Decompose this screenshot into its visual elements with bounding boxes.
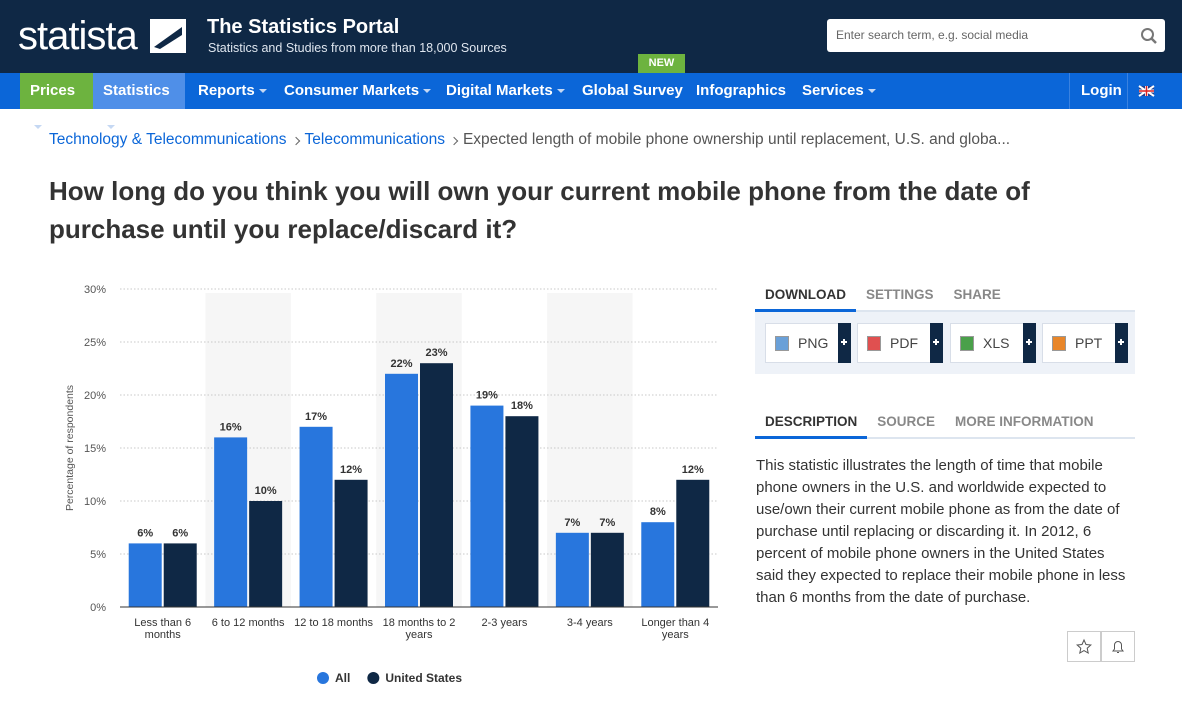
y-axis-label: Percentage of respondents bbox=[64, 385, 76, 511]
search-icon[interactable] bbox=[1140, 27, 1158, 45]
legend-marker bbox=[367, 672, 380, 684]
x-tick-label: Less than 6 months bbox=[134, 617, 192, 641]
nav-item[interactable]: Statistics bbox=[93, 73, 185, 109]
x-tick-label: 3-4 years bbox=[566, 617, 613, 629]
bar bbox=[555, 532, 589, 607]
nav-bar: Prices Statistics Reports Consumer Marke… bbox=[0, 73, 1182, 109]
value-label: 22% bbox=[390, 358, 412, 370]
x-tick-label: 12 to 18 months bbox=[294, 617, 373, 629]
download-label: PNG bbox=[798, 335, 829, 351]
bookmark-button[interactable] bbox=[1067, 631, 1101, 662]
download-button[interactable]: PDF bbox=[857, 323, 943, 363]
legend: All United States bbox=[317, 671, 462, 685]
y-tick-label: 0% bbox=[90, 602, 106, 614]
breadcrumb-link[interactable]: Telecommunications bbox=[304, 131, 445, 148]
download-label: PDF bbox=[890, 335, 918, 351]
x-tick-label: 6 to 12 months bbox=[211, 617, 285, 629]
download-box: PNG PDF XLS PPT bbox=[755, 312, 1135, 374]
logo[interactable]: statista bbox=[18, 14, 138, 58]
value-label: 6% bbox=[172, 527, 188, 539]
nav-item[interactable]: Global Survey bbox=[582, 82, 683, 99]
portal-title: The Statistics Portal bbox=[207, 16, 400, 38]
value-label: 6% bbox=[137, 527, 153, 539]
download-button[interactable]: PPT bbox=[1042, 323, 1128, 363]
chart: 0% 5% 10% 15% 20% 25% 30% Percentage of respond… bbox=[64, 284, 718, 685]
tab[interactable]: DESCRIPTION bbox=[755, 407, 868, 439]
search-box[interactable]: Enter search term, e.g. social media bbox=[827, 19, 1165, 52]
bar bbox=[334, 479, 368, 607]
description: This statistic illustrates the length of… bbox=[756, 457, 1126, 606]
bar bbox=[676, 479, 710, 607]
new-badge: NEW bbox=[638, 54, 685, 73]
login[interactable]: Login bbox=[1069, 73, 1133, 109]
alert-button[interactable] bbox=[1101, 631, 1135, 662]
value-label: 8% bbox=[650, 506, 666, 518]
bar bbox=[420, 363, 453, 607]
nav-item[interactable]: Services bbox=[792, 73, 886, 109]
bar bbox=[249, 501, 283, 607]
value-label: 10% bbox=[255, 485, 277, 497]
legend-marker bbox=[317, 672, 329, 684]
nav-item[interactable]: Infographics bbox=[696, 82, 787, 99]
y-tick-label: 20% bbox=[84, 390, 106, 402]
tab[interactable]: SETTINGS bbox=[866, 287, 934, 302]
info-tabs: DESCRIPTION SOURCE MORE INFORMATION bbox=[755, 407, 1135, 439]
download-button[interactable]: PNG bbox=[765, 323, 851, 363]
breadcrumb-link[interactable]: Technology & Telecommunications bbox=[49, 131, 287, 148]
x-tick-label: 2-3 years bbox=[481, 617, 528, 629]
value-label: 23% bbox=[425, 347, 447, 359]
search-placeholder: Enter search term, e.g. social media bbox=[836, 28, 1029, 42]
bar bbox=[385, 373, 418, 607]
y-tick-label: 5% bbox=[90, 549, 106, 561]
legend-label: United States bbox=[385, 671, 462, 685]
nav-item[interactable]: Digital Markets bbox=[436, 73, 575, 109]
bar bbox=[590, 532, 624, 607]
bar bbox=[128, 543, 162, 607]
bar bbox=[641, 522, 675, 607]
y-tick-label: 25% bbox=[84, 337, 106, 349]
value-label: 12% bbox=[682, 464, 704, 476]
bar bbox=[214, 437, 248, 607]
tab[interactable]: SOURCE bbox=[877, 414, 936, 429]
value-label: 17% bbox=[305, 411, 327, 423]
value-label: 12% bbox=[340, 464, 362, 476]
value-label: 7% bbox=[564, 517, 580, 529]
value-label: 7% bbox=[599, 517, 615, 529]
headline: How long do you think you will own your … bbox=[49, 176, 1030, 244]
y-tick-label: 15% bbox=[84, 443, 106, 455]
tab[interactable]: MORE INFORMATION bbox=[955, 414, 1094, 429]
download-label: XLS bbox=[983, 335, 1010, 351]
nav-item[interactable]: Prices bbox=[20, 73, 93, 109]
nav-item[interactable]: Reports bbox=[188, 73, 277, 109]
bar bbox=[299, 426, 333, 607]
portal-subtitle: Statistics and Studies from more than 18… bbox=[208, 41, 507, 55]
value-label: 18% bbox=[511, 400, 533, 412]
download-tabs: DOWNLOAD SETTINGS SHARE bbox=[755, 280, 1135, 312]
x-tick-label: Longer than 4 years bbox=[641, 617, 710, 641]
logo-icon bbox=[150, 19, 186, 53]
legend-label: All bbox=[335, 671, 350, 685]
nav-item[interactable]: Consumer Markets bbox=[274, 73, 441, 109]
value-label: 19% bbox=[476, 390, 498, 402]
tab[interactable]: SHARE bbox=[953, 287, 1001, 302]
value-label: 16% bbox=[220, 421, 242, 433]
star-icon bbox=[1076, 638, 1092, 654]
bell-icon bbox=[1112, 641, 1124, 653]
x-tick-label: 18 months to 2 years bbox=[382, 617, 456, 641]
y-tick-label: 30% bbox=[84, 284, 106, 296]
tab[interactable]: DOWNLOAD bbox=[755, 280, 856, 312]
bar bbox=[505, 416, 539, 607]
breadcrumb-current: Expected length of mobile phone ownershi… bbox=[462, 131, 1011, 148]
chart-container: 0% 5% 10% 15% 20% 25% 30% Percentage of respond… bbox=[40, 270, 740, 702]
download-label: PPT bbox=[1075, 335, 1103, 351]
download-button[interactable]: XLS bbox=[950, 323, 1036, 363]
bar bbox=[163, 543, 197, 607]
header: statista The Statistics Portal Statistic… bbox=[0, 0, 1182, 73]
bar bbox=[470, 405, 504, 607]
y-tick-label: 10% bbox=[84, 496, 106, 508]
breadcrumb: Technology & Telecommunications Telecommu… bbox=[49, 131, 1028, 149]
language-flag[interactable] bbox=[1127, 73, 1167, 109]
